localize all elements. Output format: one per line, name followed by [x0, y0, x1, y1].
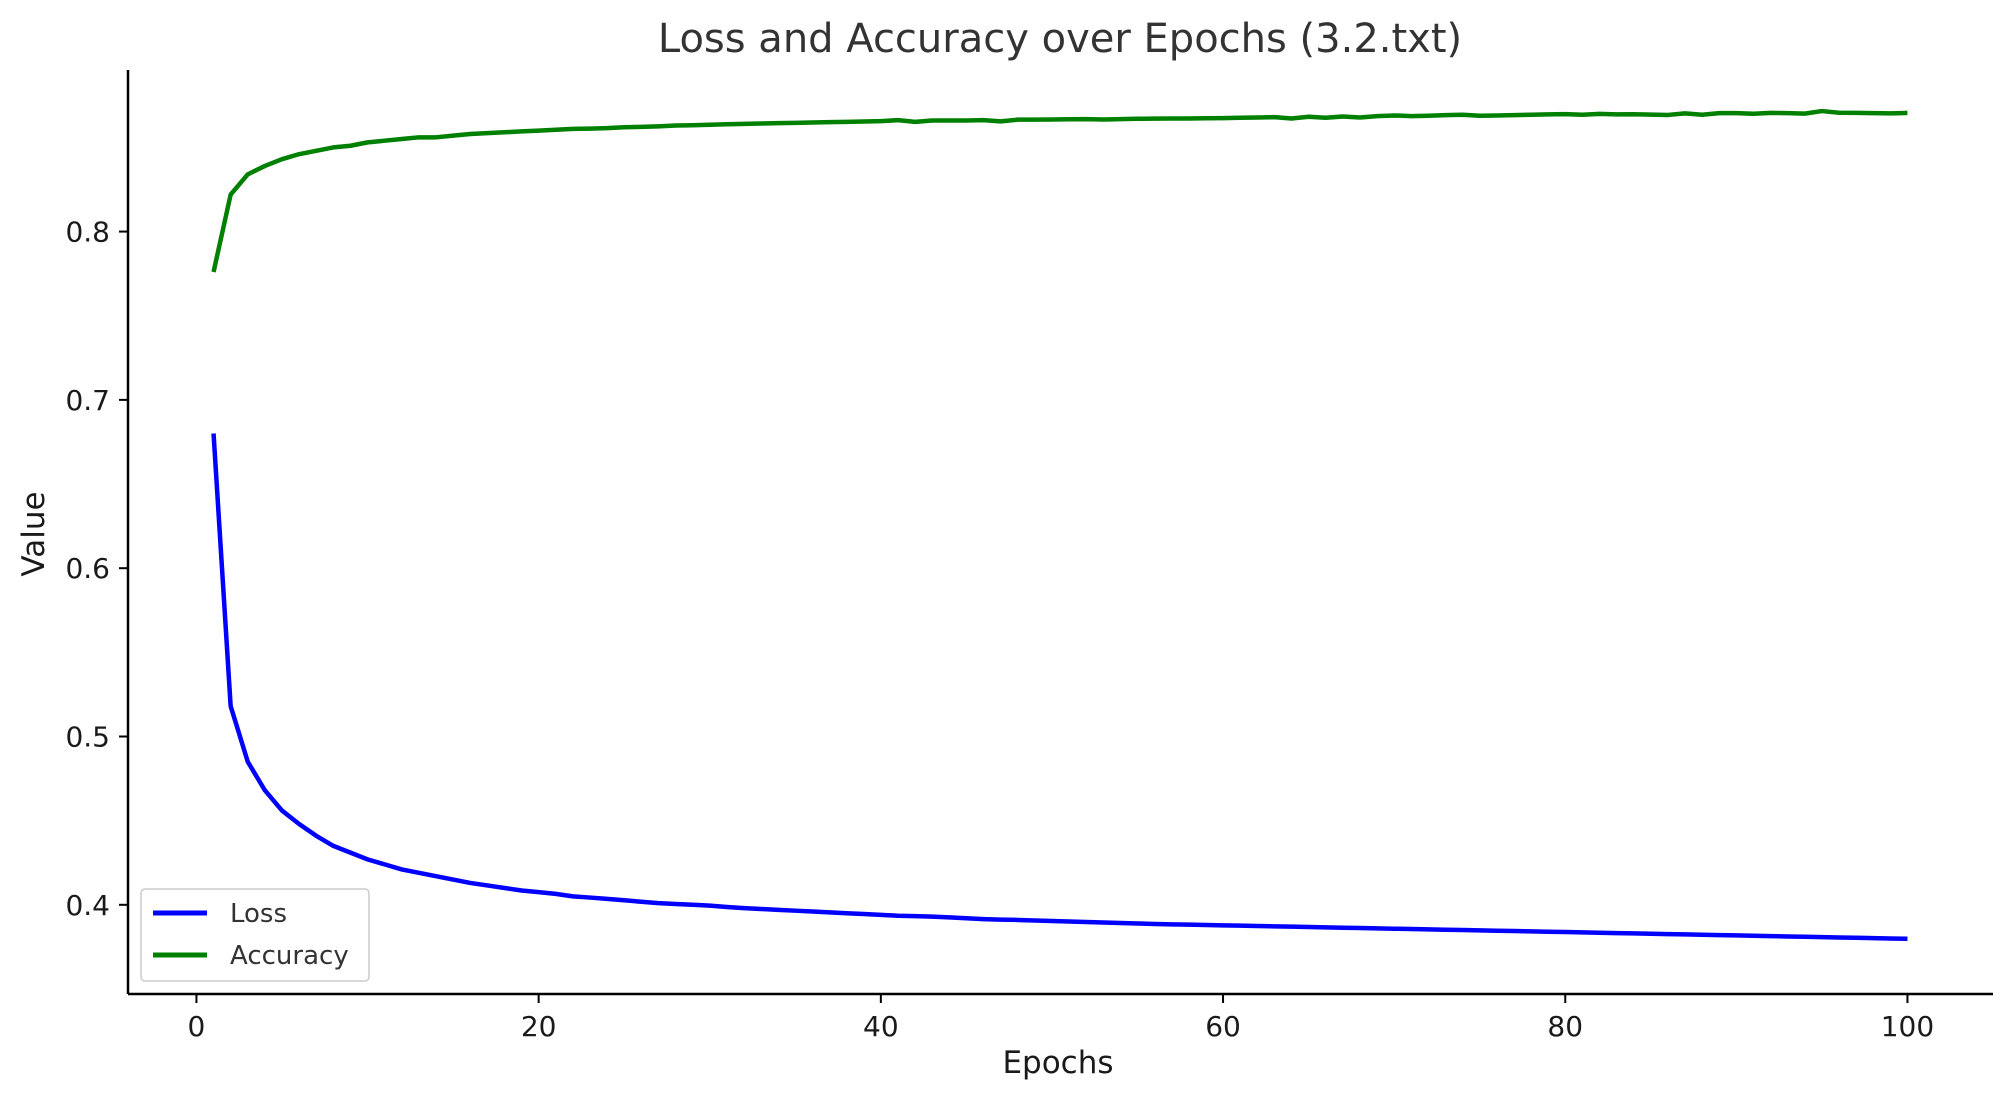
legend: Loss Accuracy: [140, 888, 370, 982]
x-axis-label: Epochs: [1002, 1045, 1113, 1081]
y-axis-label: Value: [16, 491, 52, 576]
x-tick-label: 20: [521, 1010, 557, 1043]
legend-label-loss: Loss: [230, 899, 287, 929]
y-tick-label: 0.4: [65, 889, 110, 922]
x-tick-label: 60: [1205, 1010, 1241, 1043]
series-line-accuracy: [211, 108, 1908, 273]
y-tick-label: 0.6: [65, 552, 110, 585]
y-tick-label: 0.7: [65, 384, 110, 417]
y-tick-label: 0.8: [65, 216, 110, 249]
x-tick-label: 80: [1547, 1010, 1583, 1043]
x-tick-label: 0: [188, 1010, 206, 1043]
legend-label-accuracy: Accuracy: [230, 941, 349, 971]
series-line-loss: [211, 433, 1908, 942]
series-layer: [211, 108, 1908, 942]
chart-title: Loss and Accuracy over Epochs (3.2.txt): [658, 16, 1462, 62]
tick-layer: 0 20 40 60 80 100 0.4 0.5 0.6 0.7 0.8: [65, 216, 1934, 1043]
x-tick-label: 40: [863, 1010, 899, 1043]
x-tick-label: 100: [1881, 1010, 1934, 1043]
y-tick-label: 0.5: [65, 720, 110, 753]
